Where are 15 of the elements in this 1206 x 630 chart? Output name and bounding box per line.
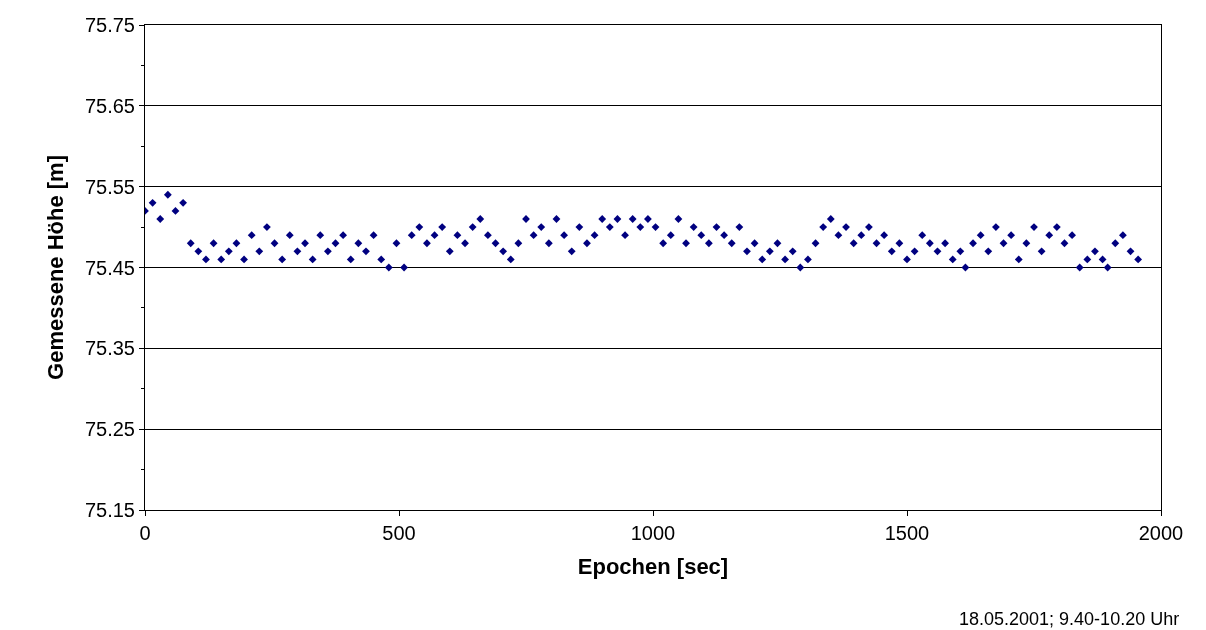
x-tick-label: 500 — [382, 522, 416, 544]
y-tick-label: 75.75 — [84, 14, 135, 36]
y-tick-label: 75.45 — [84, 256, 135, 279]
y-tick-label: 75.35 — [84, 337, 135, 360]
y-tick-label: 75.25 — [84, 418, 135, 441]
x-axis-title: Epochen [sec] — [577, 553, 729, 579]
x-tick-label: 2000 — [1138, 522, 1184, 544]
x-tick-label: 0 — [139, 522, 151, 544]
y-tick-label: 75.55 — [84, 175, 135, 198]
x-tick-label: 1000 — [630, 522, 676, 544]
y-tick-label: 75.65 — [84, 94, 135, 117]
y-tick-label: 75.15 — [84, 499, 135, 521]
x-tick-label: 1500 — [884, 522, 930, 544]
text: 18.05.2001; 9.40-10.20 Uhr — [959, 609, 1180, 629]
y-axis-title: Gemessene Höhe [m] — [42, 155, 68, 380]
